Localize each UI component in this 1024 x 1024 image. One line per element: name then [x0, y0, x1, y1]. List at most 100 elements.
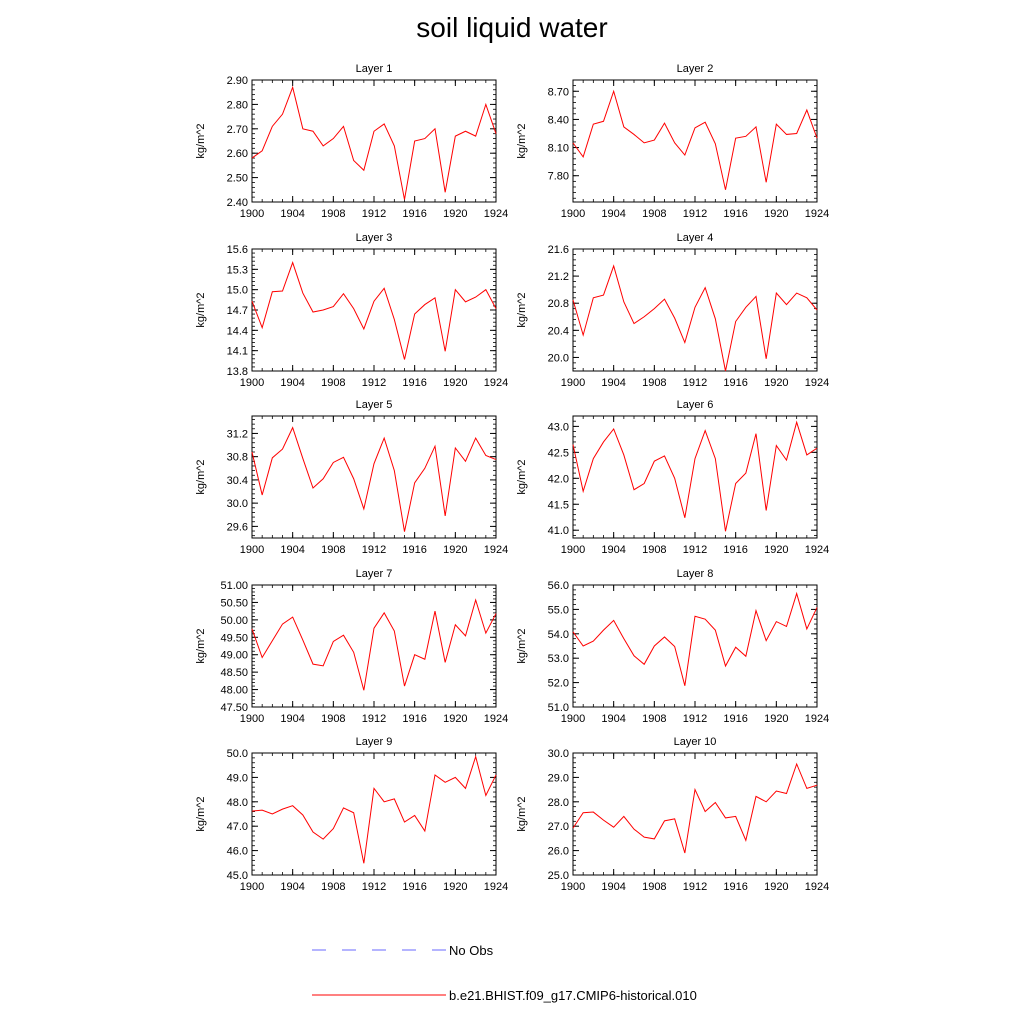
x-tick-label: 1904: [601, 377, 625, 389]
plot-frame: [572, 752, 818, 876]
x-tick-label: 1916: [402, 881, 426, 893]
y-axis-label: kg/m^2: [195, 796, 207, 831]
y-tick-label: 43.0: [548, 421, 569, 433]
y-tick-label: 31.2: [227, 428, 248, 440]
y-tick-label: 7.80: [548, 171, 569, 183]
y-tick-label: 25.0: [548, 870, 569, 882]
x-tick-label: 1912: [362, 881, 386, 893]
series-line-1: [251, 598, 497, 691]
y-tick-label: 48.0: [227, 797, 248, 809]
plot-frame: [251, 584, 497, 708]
x-tick-label: 1924: [805, 713, 829, 725]
x-tick-label: 1920: [764, 208, 788, 220]
x-tick-label: 1908: [642, 713, 666, 725]
x-tick-label: 1924: [484, 713, 508, 725]
y-tick-label: 28.0: [548, 797, 569, 809]
y-tick-label: 2.90: [227, 75, 248, 87]
y-tick-label: 50.0: [227, 748, 248, 760]
y-tick-label: 14.1: [227, 346, 248, 358]
x-tick-label: 1916: [723, 208, 747, 220]
x-tick-label: 1904: [280, 881, 304, 893]
y-tick-label: 2.80: [227, 99, 248, 111]
y-tick-label: 41.5: [548, 499, 569, 511]
y-tick-label: 15.3: [227, 264, 248, 276]
x-tick-label: 1924: [484, 881, 508, 893]
panel-layer-3: Layer 3 kg/m^2 1900 1904 1908 1912 1916 1920 192…: [195, 232, 508, 389]
y-tick-label: 13.8: [227, 366, 248, 378]
y-tick-label: 14.4: [227, 325, 248, 337]
x-tick-label: 1912: [362, 208, 386, 220]
x-tick-label: 1900: [561, 713, 585, 725]
series-line-1: [572, 420, 818, 532]
x-tick-label: 1900: [240, 544, 264, 556]
x-tick-label: 1912: [683, 713, 707, 725]
y-tick-label: 50.50: [220, 597, 248, 609]
x-tick-label: 1916: [402, 377, 426, 389]
y-axis-label: kg/m^2: [516, 459, 528, 494]
y-tick-label: 48.50: [220, 667, 248, 679]
x-tick-label: 1908: [642, 208, 666, 220]
x-tick-label: 1900: [240, 208, 264, 220]
y-tick-label: 29.0: [548, 772, 569, 784]
y-tick-label: 21.2: [548, 271, 569, 283]
y-tick-label: 49.0: [227, 772, 248, 784]
x-tick-label: 1920: [443, 713, 467, 725]
series-line-1: [572, 264, 818, 372]
panel-layer-8: Layer 8 kg/m^2 1900 1904 1908 1912 1916 1920 192…: [516, 568, 829, 725]
y-tick-label: 53.0: [548, 653, 569, 665]
y-tick-label: 49.00: [220, 650, 248, 662]
y-tick-label: 46.0: [227, 846, 248, 858]
y-axis-label: kg/m^2: [195, 459, 207, 494]
x-tick-label: 1920: [443, 208, 467, 220]
y-axis-label: kg/m^2: [516, 796, 528, 831]
x-tick-label: 1908: [642, 881, 666, 893]
legend-label-no-obs: No Obs: [449, 943, 494, 958]
x-tick-label: 1924: [484, 208, 508, 220]
plot-frame: [251, 415, 497, 539]
series-line-1: [251, 85, 497, 200]
y-tick-label: 2.50: [227, 173, 248, 185]
x-tick-label: 1904: [601, 881, 625, 893]
x-tick-label: 1908: [321, 208, 345, 220]
panel-title: Layer 8: [677, 568, 714, 580]
plot-frame: [572, 79, 818, 203]
y-tick-label: 30.4: [227, 475, 248, 487]
x-tick-label: 1924: [805, 377, 829, 389]
y-tick-label: 20.4: [548, 325, 569, 337]
x-tick-label: 1916: [723, 377, 747, 389]
y-tick-label: 2.60: [227, 148, 248, 160]
x-tick-label: 1924: [805, 881, 829, 893]
y-axis-label: kg/m^2: [195, 123, 207, 158]
y-tick-label: 2.40: [227, 197, 248, 209]
plot-frame: [251, 248, 497, 372]
x-tick-label: 1912: [362, 377, 386, 389]
x-tick-label: 1912: [683, 544, 707, 556]
x-tick-label: 1920: [443, 377, 467, 389]
x-tick-label: 1912: [683, 208, 707, 220]
x-tick-label: 1916: [402, 208, 426, 220]
x-tick-label: 1904: [280, 208, 304, 220]
panel-layer-9: Layer 9 kg/m^2 1900 1904 1908 1912 1916 1920 192…: [195, 736, 508, 893]
y-tick-label: 21.6: [548, 244, 569, 256]
y-tick-label: 8.10: [548, 143, 569, 155]
panel-title: Layer 3: [356, 232, 393, 244]
x-tick-label: 1900: [240, 881, 264, 893]
x-tick-label: 1900: [240, 713, 264, 725]
y-tick-label: 20.0: [548, 352, 569, 364]
y-tick-label: 47.50: [220, 702, 248, 714]
x-tick-label: 1920: [764, 544, 788, 556]
x-tick-label: 1904: [280, 377, 304, 389]
x-tick-label: 1908: [321, 377, 345, 389]
y-tick-label: 49.50: [220, 632, 248, 644]
x-tick-label: 1904: [601, 208, 625, 220]
y-tick-label: 50.00: [220, 615, 248, 627]
y-tick-label: 26.0: [548, 846, 569, 858]
series-line-1: [251, 754, 497, 864]
y-tick-label: 51.0: [548, 702, 569, 714]
x-tick-label: 1916: [723, 881, 747, 893]
x-tick-label: 1904: [280, 713, 304, 725]
x-tick-label: 1920: [764, 377, 788, 389]
x-tick-label: 1916: [402, 713, 426, 725]
panels-group: Layer 1 kg/m^2 1900 1904 1908 1912 1916 1920 192…: [195, 63, 829, 893]
